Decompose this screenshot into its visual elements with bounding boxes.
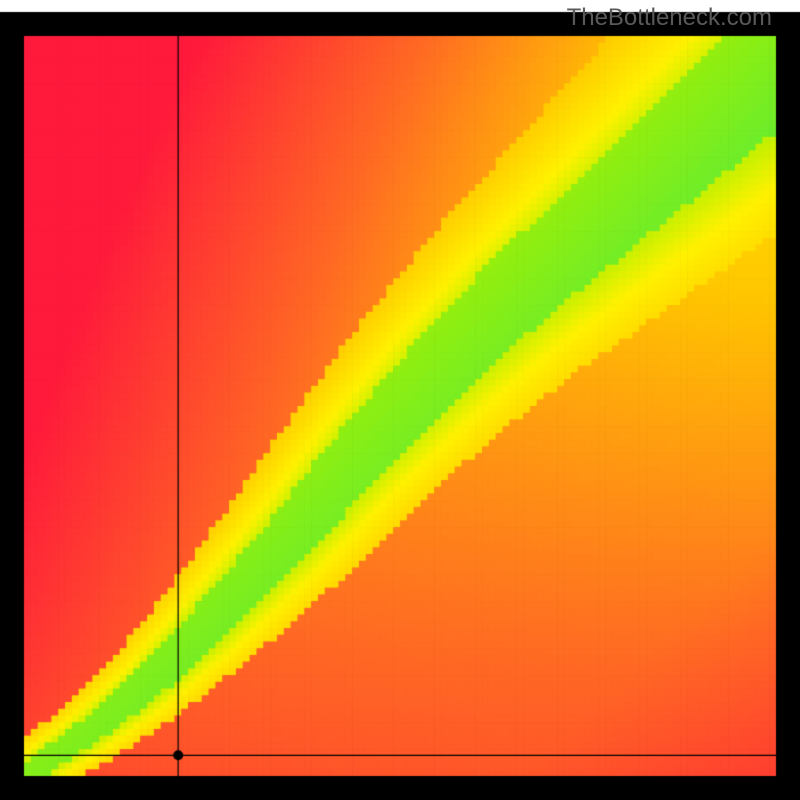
bottleneck-heatmap xyxy=(0,0,800,800)
watermark-label: TheBottleneck.com xyxy=(567,4,772,32)
